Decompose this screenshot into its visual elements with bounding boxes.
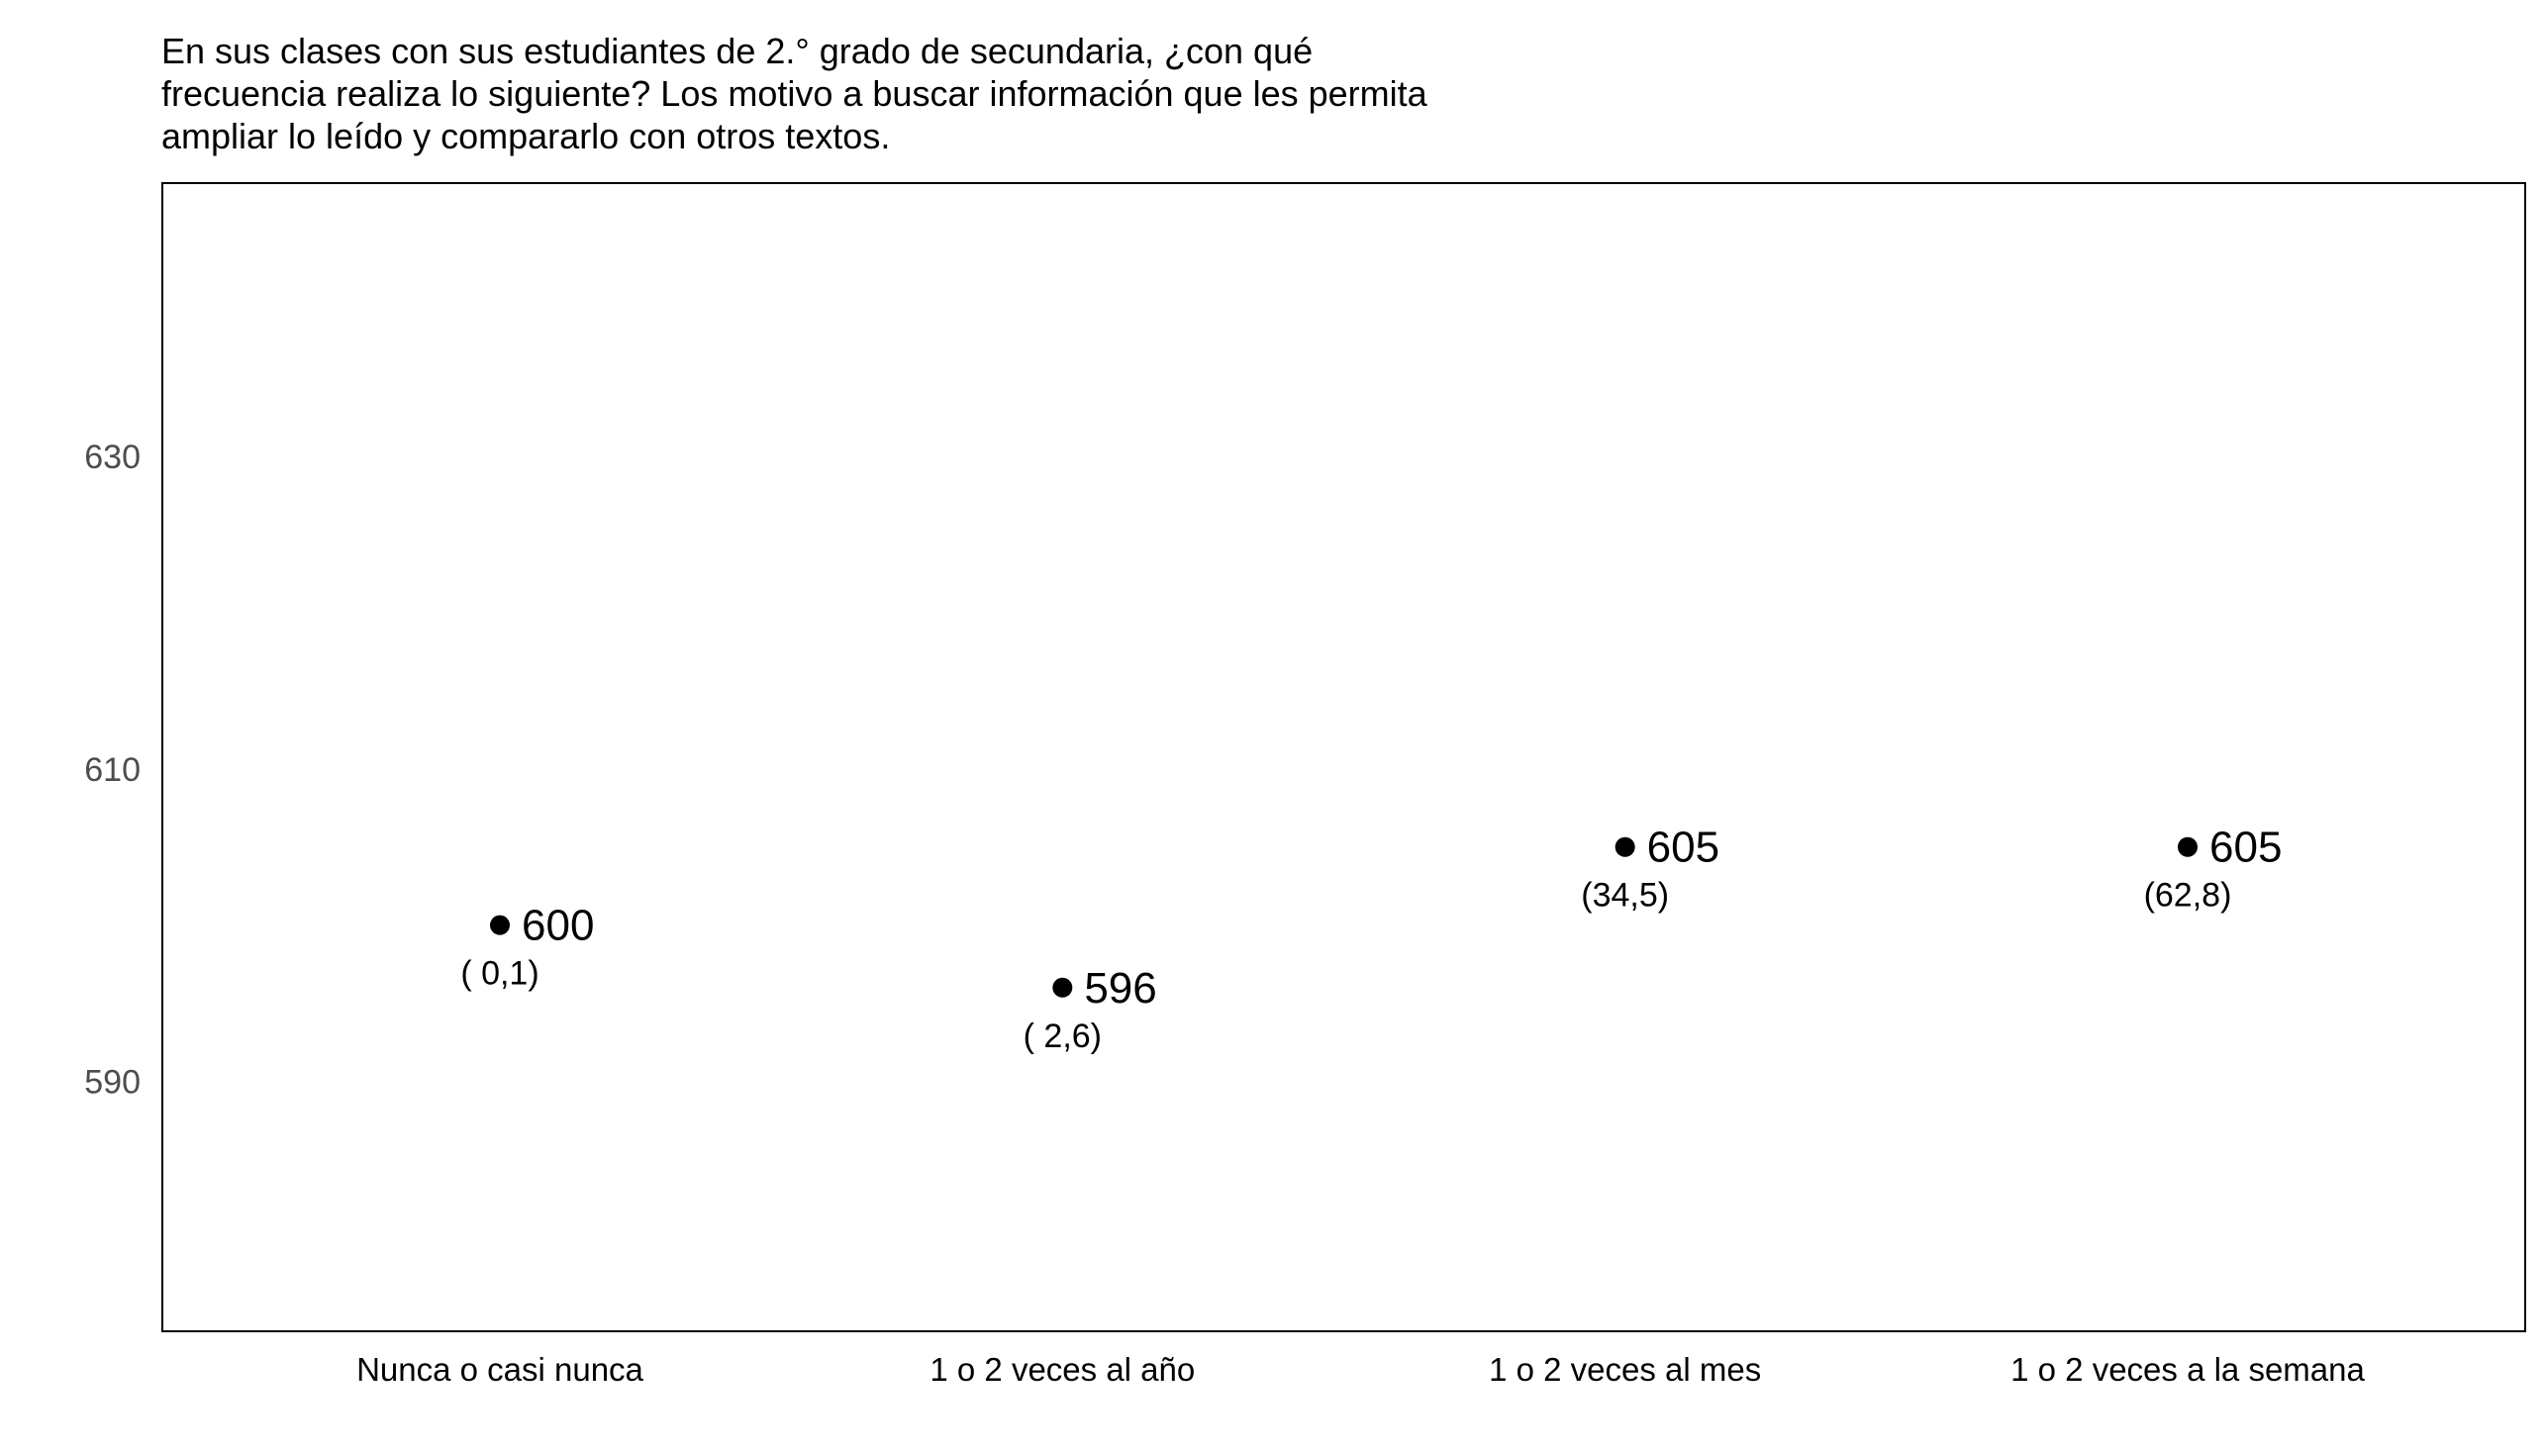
- x-axis: Nunca o casi nunca 1 o 2 veces al año 1 o …: [356, 1351, 2365, 1388]
- x-tick-label: 1 o 2 veces a la semana: [2010, 1351, 2365, 1388]
- data-value-label: 596: [1084, 964, 1156, 1013]
- chart-title-line: frecuencia realiza lo siguiente? Los mot…: [161, 73, 1427, 114]
- plot-frame: [161, 182, 2526, 1332]
- chart-title-line: ampliar lo leído y compararlo con otros …: [161, 116, 891, 156]
- chart-title: En sus clases con sus estudiantes de 2.°…: [161, 30, 1646, 157]
- data-value-label: 600: [522, 902, 594, 950]
- data-value-label: 605: [1647, 824, 1719, 872]
- data-point: [2178, 836, 2198, 857]
- data-point: [490, 915, 510, 935]
- data-point: [1052, 977, 1073, 998]
- x-tick-label: 1 o 2 veces al año: [930, 1351, 1195, 1388]
- data-value-label: 605: [2209, 824, 2282, 872]
- data-percent-label: ( 0,1): [460, 955, 538, 993]
- y-tick-label: 630: [84, 438, 141, 476]
- data-percent-label: (62,8): [2144, 877, 2232, 915]
- chart-title-line: En sus clases con sus estudiantes de 2.°…: [161, 31, 1314, 71]
- data-percent-label: ( 2,6): [1024, 1018, 1102, 1055]
- x-tick-label: 1 o 2 veces al mes: [1489, 1351, 1761, 1388]
- data-point: [1615, 836, 1635, 857]
- data-points: 600 ( 0,1) 596 ( 2,6) 605 (34,5) 605 (62,8): [460, 824, 2282, 1055]
- y-axis: 590 610 630: [84, 438, 141, 1101]
- data-percent-label: (34,5): [1581, 877, 1669, 915]
- y-tick-label: 610: [84, 751, 141, 789]
- x-tick-label: Nunca o casi nunca: [356, 1351, 643, 1388]
- y-tick-label: 590: [84, 1063, 141, 1101]
